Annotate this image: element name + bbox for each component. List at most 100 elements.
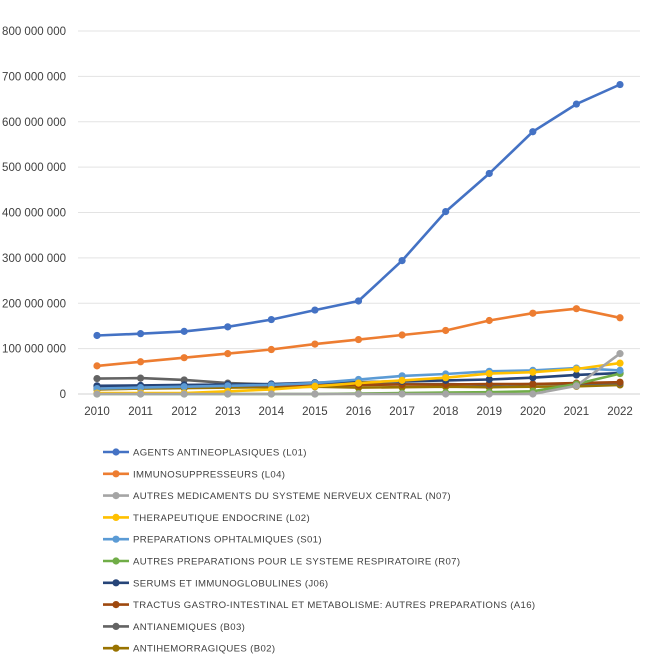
data-point: [267, 345, 275, 354]
data-point: [180, 327, 188, 335]
data-point: [224, 382, 232, 390]
x-tick-label: 2015: [302, 406, 328, 418]
x-tick-label: 2014: [259, 406, 285, 418]
data-point: [572, 382, 581, 390]
x-tick-label: 2011: [128, 406, 153, 418]
legend-item: ANTIANEMIQUES (B03): [103, 622, 245, 633]
legend-marker: [112, 535, 120, 543]
data-point: [136, 384, 145, 392]
x-tick-label: 2020: [520, 406, 546, 418]
legend-item: IMMUNOSUPPRESSEURS (L04): [103, 469, 285, 480]
data-point: [180, 383, 188, 391]
data-point: [354, 390, 363, 398]
data-point: [572, 365, 581, 373]
data-point: [267, 315, 275, 324]
series-lines: [95, 83, 622, 396]
data-point: [136, 330, 145, 338]
data-point: [93, 331, 101, 340]
legend-label: AGENTS ANTINEOPLASIQUES (L01): [133, 448, 307, 459]
legend-label: AUTRES MEDICAMENTS DU SYSTEME NERVEUX CE…: [133, 491, 451, 502]
data-point: [311, 382, 319, 390]
legend-label: ANTIHEMORRAGIQUES (B02): [133, 644, 275, 655]
data-point: [398, 376, 406, 384]
data-point: [93, 390, 101, 398]
data-point: [224, 323, 232, 331]
x-tick-label: 2017: [389, 406, 415, 418]
data-point: [485, 375, 493, 384]
data-point: [485, 169, 493, 178]
data-point: [311, 340, 319, 348]
data-point: [485, 390, 493, 398]
data-point: [485, 316, 493, 325]
data-point: [180, 354, 188, 362]
legend-label: THERAPEUTIQUE ENDOCRINE (L02): [133, 513, 310, 524]
x-tick-label: 2016: [346, 406, 372, 418]
data-point: [442, 326, 450, 335]
legend: AGENTS ANTINEOPLASIQUES (L01) IMMUNOSUPPR…: [103, 448, 535, 655]
data-point: [93, 374, 101, 383]
data-point: [136, 374, 145, 382]
x-tick-label: 2022: [607, 406, 633, 418]
legend-marker: [112, 622, 120, 631]
y-tick-label: 0: [60, 389, 66, 401]
data-point: [267, 390, 275, 398]
data-point: [529, 128, 537, 136]
x-tick-label: 2021: [564, 406, 590, 418]
data-point: [616, 350, 624, 358]
legend-label: IMMUNOSUPPRESSEURS (L04): [133, 469, 285, 480]
y-tick-label: 100 000 000: [2, 344, 66, 356]
data-point: [529, 390, 537, 398]
y-axis-tick-labels: 0 100 000 000 200 000 000 300 000 000 400 00…: [2, 26, 66, 401]
legend-item: THERAPEUTIQUE ENDOCRINE (L02): [103, 513, 310, 524]
legend-label: AUTRES PREPARATIONS POUR LE SYSTEME RESP…: [133, 557, 460, 568]
legend-item: AUTRES MEDICAMENTS DU SYSTEME NERVEUX CE…: [103, 491, 451, 502]
data-point: [136, 358, 145, 366]
data-point: [354, 335, 363, 344]
data-point: [529, 309, 537, 317]
legend-marker: [112, 557, 120, 565]
data-point: [572, 371, 581, 379]
y-tick-label: 300 000 000: [2, 253, 66, 265]
legend-marker: [112, 513, 120, 522]
x-tick-label: 2012: [171, 406, 197, 418]
data-point: [529, 368, 537, 376]
legend-item: PREPARATIONS OPHTALMIQUES (S01): [103, 535, 322, 546]
x-tick-label: 2019: [476, 406, 502, 418]
data-point: [616, 359, 624, 367]
legend-marker: [112, 492, 120, 500]
legend-item: AGENTS ANTINEOPLASIQUES (L01): [103, 448, 307, 459]
data-point: [572, 100, 581, 108]
x-tick-label: 2018: [433, 406, 459, 418]
data-point: [398, 390, 406, 398]
data-point: [180, 376, 188, 384]
data-point: [616, 80, 624, 89]
data-point: [442, 374, 450, 382]
data-point: [616, 314, 624, 322]
data-point: [442, 390, 450, 398]
y-tick-label: 700 000 000: [2, 71, 66, 83]
legend-label: SERUMS ET IMMUNOGLOBULINES (J06): [133, 578, 328, 589]
y-tick-label: 800 000 000: [2, 26, 66, 38]
data-point: [354, 297, 363, 305]
legend-marker: [112, 644, 120, 652]
legend-item: ANTIHEMORRAGIQUES (B02): [103, 644, 275, 655]
x-axis-tick-labels: 2010 2011 2012 2013 2014 2015 2016 2017 2018 2019…: [84, 406, 633, 418]
data-point: [529, 380, 537, 388]
x-tick-label: 2010: [84, 406, 110, 418]
data-point: [572, 305, 581, 313]
data-point: [224, 350, 232, 358]
data-point: [616, 378, 624, 386]
data-point: [136, 390, 145, 398]
data-point: [529, 374, 537, 382]
data-point: [93, 362, 101, 370]
legend-item: SERUMS ET IMMUNOGLOBULINES (J06): [103, 578, 328, 589]
data-point: [224, 390, 232, 398]
legend-label: ANTIANEMIQUES (B03): [133, 622, 245, 633]
y-tick-label: 600 000 000: [2, 117, 66, 129]
gridlines: [78, 30, 640, 395]
legend-label: PREPARATIONS OPHTALMIQUES (S01): [133, 535, 322, 546]
data-point: [311, 390, 319, 398]
x-tick-label: 2013: [215, 406, 241, 418]
data-point: [311, 306, 319, 314]
